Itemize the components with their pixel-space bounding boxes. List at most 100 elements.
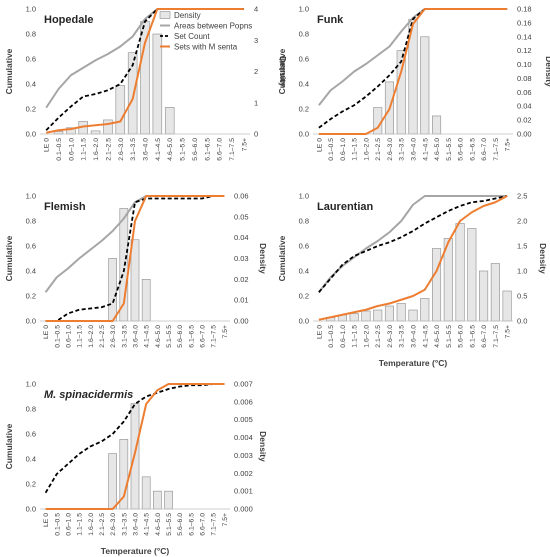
y-right-tick-label: 0.04: [517, 102, 532, 111]
x-tick-label: 0.1–0.5: [328, 325, 335, 348]
density-bar: [153, 490, 162, 510]
x-tick-label: 2.6–3.0: [110, 513, 117, 536]
density-bar: [420, 36, 430, 135]
x-tick-label: 5.6–6.0: [177, 325, 184, 348]
chart-panel-4: 0.0 0.2 0.4 0.6 0.8 1.0 0.000 0.001 0.002 0.003 0.…: [4, 380, 268, 557]
density-bar: [384, 305, 395, 322]
x-tick-label: LE 0: [43, 513, 50, 527]
x-tick-label: 7.1–7.5: [493, 325, 500, 348]
y-right-tick-label: 0.06: [517, 88, 532, 97]
density-bar: [141, 279, 151, 322]
x-tick-label: 7.5+: [241, 138, 248, 151]
x-tick-label: 2.1–2.5: [105, 138, 112, 161]
density-bar: [396, 303, 406, 322]
x-tick-label: 4.6–5.0: [155, 325, 162, 348]
x-tick-label: 1.1–1.5: [352, 325, 359, 348]
y-right-tick-label: 0.03: [234, 254, 249, 263]
x-tick-label: 3.6–4.0: [143, 138, 150, 161]
x-tick-label: 6.6–7.0: [200, 325, 207, 348]
x-tick-label: 1.6–2.0: [363, 138, 370, 161]
x-tick-label: LE 0: [43, 325, 50, 339]
x-tick-label: 0.1–0.5: [54, 325, 61, 348]
y-left-tick-label: 0.4: [299, 80, 309, 89]
y-left-tick-label: 0.0: [299, 317, 309, 326]
x-tick-label: 7.5+: [505, 325, 512, 338]
y-right-axis-label: Density: [544, 56, 550, 87]
x-tick-label: 6.6–7.0: [217, 138, 224, 161]
y-right-tick-label: 0.007: [234, 380, 253, 389]
x-tick-label: 7.1–7.5: [229, 138, 236, 161]
x-tick-label: 0.6–1.0: [340, 325, 347, 348]
x-tick-label: 3.1–3.5: [121, 325, 128, 348]
x-axis-label: Temperature (°C): [379, 358, 448, 368]
x-tick-label: 6.1–6.5: [188, 325, 195, 348]
x-tick-label: 5.1–5.5: [446, 325, 453, 348]
x-tick-label: 7.5+: [222, 513, 229, 526]
y-left-tick-label: 0.0: [26, 505, 36, 514]
y-right-tick-label: 0.16: [517, 18, 532, 27]
set-count-line: [44, 383, 225, 494]
y-left-tick-label: 0.6: [26, 55, 36, 64]
x-tick-label: LE 0: [316, 325, 323, 339]
x-tick-label: 0.1–0.5: [328, 138, 335, 161]
x-tick-label: 0.1–0.5: [54, 513, 61, 536]
y-right-tick-label: 0: [254, 130, 258, 139]
y-left-tick-label: 1.0: [299, 192, 309, 201]
chart-title: M. spinacidermis: [44, 389, 133, 401]
x-tick-label: 5.6–6.0: [458, 325, 465, 348]
y-right-tick-label: 0.02: [517, 116, 532, 125]
x-tick-label: 3.6–4.0: [411, 325, 418, 348]
x-tick-label: 0.6–1.0: [65, 325, 72, 348]
y-left-tick-label: 1.0: [299, 5, 309, 14]
x-tick-label: 2.1–2.5: [99, 513, 106, 536]
x-tick-label: 4.6–5.0: [434, 138, 441, 161]
y-left-axis-label: Cumulative: [4, 48, 14, 94]
x-tick-label: 7.1–7.5: [211, 513, 218, 536]
y-left-tick-label: 0.0: [26, 317, 36, 326]
y-right-tick-label: 0.04: [234, 233, 249, 242]
x-tick-label: 0.1–0.5: [56, 138, 63, 161]
x-tick-label: 5.6–6.0: [177, 513, 184, 536]
x-tick-label: 4.1–4.5: [422, 325, 429, 348]
y-right-tick-label: 2.0: [517, 217, 527, 226]
density-bar: [103, 119, 113, 135]
sets-with-m-senta-line: [45, 195, 225, 322]
y-left-axis-label: Cumulative: [4, 423, 14, 469]
y-right-axis-label: Density: [278, 56, 288, 87]
y-left-tick-label: 0.4: [299, 267, 309, 276]
y-left-tick-label: 0.6: [299, 55, 309, 64]
y-right-tick-label: 0.002: [234, 469, 253, 478]
x-tick-label: 6.1–6.5: [188, 513, 195, 536]
y-left-axis-label: Cumulative: [277, 48, 287, 94]
y-left-tick-label: 1.0: [26, 5, 36, 14]
x-tick-label: 6.1–6.5: [469, 138, 476, 161]
chart-panel-1: 0.0 0.2 0.4 0.6 0.8 1.0 0.00 0.02 0.04 0.06 0.08 0.…: [277, 5, 550, 161]
y-right-tick-label: 0.12: [517, 46, 532, 55]
y-left-tick-label: 0.6: [26, 242, 36, 251]
sets-with-m-senta-line: [318, 8, 508, 135]
x-tick-label: 3.1–3.5: [130, 138, 137, 161]
chart-title: Flemish: [44, 201, 86, 213]
x-tick-label: 3.6–4.0: [411, 138, 418, 161]
y-right-tick-label: 0.004: [234, 433, 253, 442]
x-tick-label: LE 0: [44, 138, 51, 152]
x-tick-label: 3.1–3.5: [121, 513, 128, 536]
x-tick-label: 0.6–1.0: [68, 138, 75, 161]
density-bar: [108, 453, 117, 510]
x-tick-label: 4.6–5.0: [434, 325, 441, 348]
y-right-axis-label: Density: [258, 431, 268, 462]
y-right-axis-label: Density: [538, 243, 548, 274]
y-right-tick-label: 1.5: [517, 242, 527, 251]
x-tick-label: 7.5+: [222, 325, 229, 338]
y-right-axis-label: Density: [258, 243, 268, 274]
density-bar: [408, 309, 418, 322]
y-right-tick-label: 0.001: [234, 487, 253, 496]
chart-panel-0: 0.0 0.2 0.4 0.6 0.8 1.0 0 1 2 3 4 LE 0 0.1–0.5 0.6–1.…: [4, 5, 288, 161]
density-bar: [141, 476, 151, 510]
y-right-tick-label: 0.08: [517, 74, 532, 83]
x-tick-label: 2.6–3.0: [110, 325, 117, 348]
x-tick-label: 1.1–1.5: [77, 513, 84, 536]
y-left-tick-label: 0.2: [299, 292, 309, 301]
sets-with-m-senta-line: [318, 195, 508, 321]
